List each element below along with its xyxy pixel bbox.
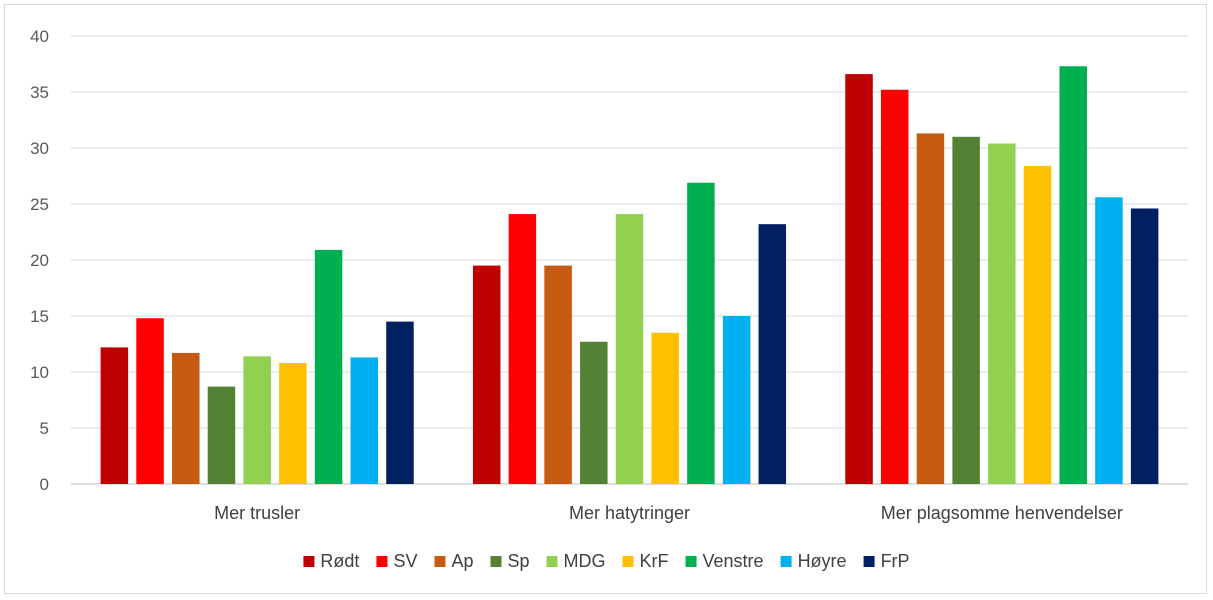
bar-mdg [988, 143, 1016, 484]
y-tick-label: 35 [30, 83, 49, 102]
legend-label-sv: SV [393, 551, 417, 571]
legend-label-ap: Ap [451, 551, 473, 571]
y-tick-label: 20 [30, 251, 49, 270]
y-tick-label: 30 [30, 139, 49, 158]
y-tick-label: 25 [30, 195, 49, 214]
bar-venstre [314, 249, 343, 484]
legend-swatch-venstre [685, 556, 697, 567]
bar-rødt [100, 347, 129, 484]
legend-swatch-krf [622, 556, 634, 567]
y-tick-label: 5 [40, 419, 49, 438]
legend-label-rødt: Rødt [320, 551, 359, 571]
bar-frp [758, 224, 787, 484]
legend-swatch-mdg [546, 556, 558, 567]
legend-label-mdg: MDG [564, 551, 606, 571]
bar-frp [386, 321, 414, 484]
bar-sv [508, 214, 537, 484]
bar-sv [880, 89, 909, 484]
legend-label-krf: KrF [640, 551, 669, 571]
bar-krf [1023, 165, 1052, 485]
bar-rødt [845, 74, 873, 484]
y-tick-label: 10 [30, 363, 49, 382]
bar-krf [651, 332, 679, 484]
legend-label-frp: FrP [881, 551, 910, 571]
bar-høyre [350, 357, 379, 484]
bar-krf [279, 363, 307, 484]
x-axis-categories: Mer trusler Mer hatytringer Mer plagsomme … [214, 503, 1123, 523]
bar-sv [136, 318, 164, 484]
bars [100, 66, 1159, 485]
bar-frp [1130, 208, 1159, 485]
bar-ap [916, 133, 945, 484]
bar-sp [952, 136, 980, 485]
legend-swatch-sp [490, 556, 502, 567]
legend-swatch-frp [863, 556, 875, 567]
y-tick-label: 0 [40, 475, 49, 494]
x-category-label: Mer plagsomme henvendelser [881, 503, 1123, 523]
bar-venstre [1059, 66, 1087, 485]
legend-swatch-rødt [303, 556, 315, 567]
legend-label-høyre: Høyre [798, 551, 847, 571]
bar-ap [544, 265, 572, 484]
bar-sp [580, 341, 608, 484]
bar-sp [207, 386, 236, 484]
bar-høyre [722, 316, 751, 484]
y-axis-ticks: 0 5 10 15 20 25 30 35 40 [30, 27, 49, 494]
chart-frame: 0 5 10 15 20 25 30 35 40 Mer trusler Mer hatytrin… [4, 4, 1207, 594]
legend-label-venstre: Venstre [703, 551, 764, 571]
legend-label-sp: Sp [507, 551, 529, 571]
y-tick-label: 40 [30, 27, 49, 46]
x-category-label: Mer trusler [214, 503, 300, 523]
y-tick-label: 15 [30, 307, 49, 326]
bar-høyre [1095, 197, 1123, 484]
bar-mdg [615, 214, 644, 484]
bar-mdg [243, 356, 271, 484]
bar-chart: 0 5 10 15 20 25 30 35 40 Mer trusler Mer hatytrin… [30, 27, 1188, 571]
legend-swatch-høyre [780, 556, 792, 567]
bar-venstre [687, 182, 715, 484]
bar-ap [172, 352, 200, 484]
legend: Rødt SV Ap Sp MDG KrF Venstre Høyre FrP [303, 551, 910, 571]
legend-swatch-sv [376, 556, 388, 567]
legend-swatch-ap [434, 556, 446, 567]
x-category-label: Mer hatytringer [569, 503, 690, 523]
bar-rødt [472, 265, 501, 484]
